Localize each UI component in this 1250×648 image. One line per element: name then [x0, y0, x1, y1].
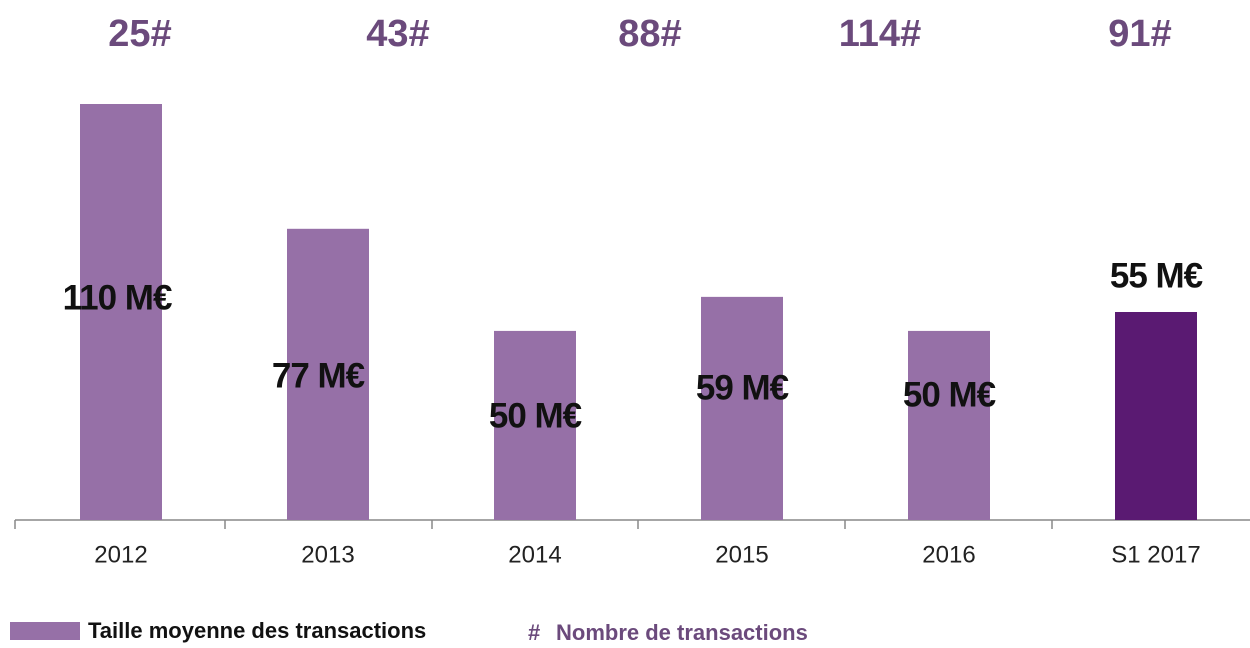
bar — [287, 228, 369, 521]
legend-marker: # — [528, 620, 540, 645]
data-label: 50 M€ — [489, 396, 582, 435]
x-tick-label: 2016 — [922, 541, 975, 568]
legend-label: Nombre de transactions — [556, 620, 808, 645]
data-label: 50 M€ — [903, 375, 996, 414]
bar — [494, 330, 576, 520]
data-label: 110 M€ — [63, 278, 172, 317]
x-tick-label: 2014 — [508, 541, 561, 568]
x-tick-label: 2013 — [301, 541, 354, 568]
bar — [1115, 312, 1197, 520]
data-label: 77 M€ — [272, 356, 365, 395]
count-label: 91# — [1108, 13, 1171, 55]
bar — [701, 296, 783, 520]
x-tick-label: 2015 — [715, 541, 768, 568]
x-tick-label: 2012 — [94, 541, 147, 568]
count-label: 43# — [366, 13, 429, 55]
data-label: 59 M€ — [696, 368, 789, 407]
legend-label: Taille moyenne des transactions — [88, 618, 426, 643]
count-label: 88# — [618, 13, 681, 55]
count-label: 25# — [108, 13, 171, 55]
category-separators — [14, 520, 1053, 529]
bar — [908, 330, 990, 520]
legend-swatch — [10, 622, 80, 640]
x-tick-label: S1 2017 — [1111, 541, 1200, 568]
count-label: 114# — [839, 13, 921, 55]
data-label: 55 M€ — [1110, 256, 1203, 295]
bar — [80, 104, 162, 520]
